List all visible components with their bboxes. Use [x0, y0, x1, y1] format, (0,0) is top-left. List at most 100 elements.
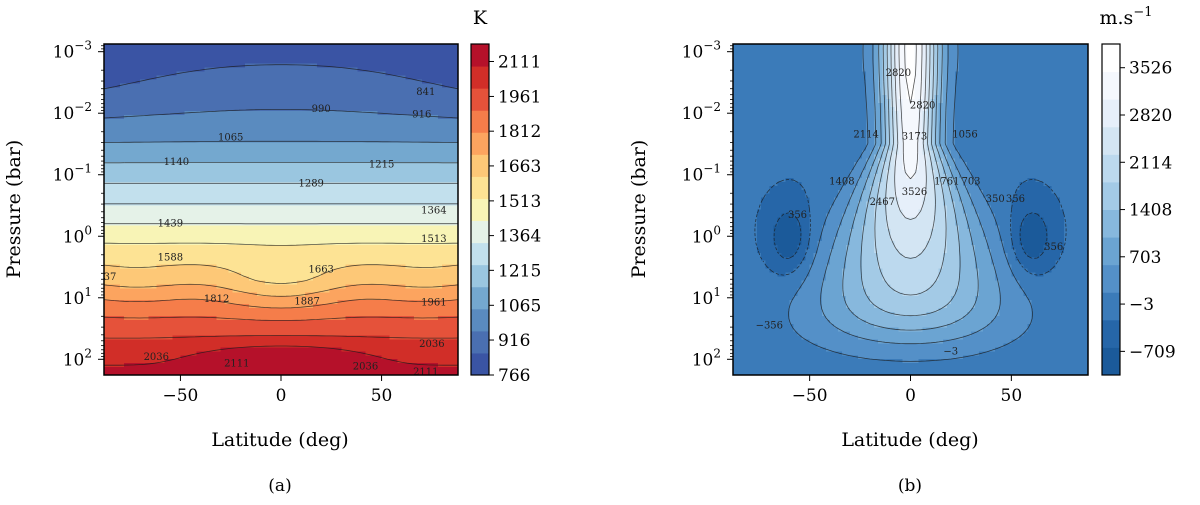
field-cell	[172, 52, 177, 57]
field-cell	[370, 60, 375, 65]
field-cell	[160, 190, 165, 195]
field-cell	[249, 233, 254, 238]
field-cell	[245, 146, 250, 151]
field-cell	[180, 87, 185, 92]
field-cell	[349, 182, 354, 187]
field-cell	[321, 225, 326, 230]
field-cell	[317, 190, 322, 195]
field-cell	[337, 76, 342, 81]
field-cell	[341, 229, 346, 234]
field-cell	[406, 158, 411, 163]
field-cell	[120, 76, 125, 81]
field-cell	[188, 146, 193, 151]
field-cell	[361, 64, 366, 69]
field-cell	[237, 83, 242, 88]
field-cell	[337, 115, 342, 120]
field-cell	[273, 198, 278, 203]
field-cell	[225, 190, 230, 195]
field-cell	[124, 233, 129, 238]
field-cell	[434, 253, 439, 258]
field-cell	[273, 103, 278, 108]
field-cell	[386, 206, 391, 211]
field-cell	[394, 119, 399, 124]
field-cell	[434, 170, 439, 175]
field-cell	[426, 186, 431, 191]
field-cell	[329, 135, 334, 140]
field-cell	[112, 111, 117, 116]
field-cell	[261, 150, 266, 155]
field-cell	[265, 52, 270, 57]
field-cell	[229, 72, 234, 77]
field-cell	[269, 265, 274, 270]
field-cell	[184, 79, 189, 84]
field-cell	[124, 123, 129, 128]
field-cell	[293, 131, 298, 136]
field-cell	[361, 123, 366, 128]
field-cell	[446, 190, 451, 195]
field-cell	[361, 139, 366, 144]
field-cell	[128, 76, 133, 81]
field-cell	[221, 178, 226, 183]
field-cell	[418, 257, 423, 262]
field-cell	[398, 210, 403, 215]
field-cell	[152, 123, 157, 128]
field-cell	[450, 99, 455, 104]
field-cell	[180, 107, 185, 112]
field-cell	[386, 146, 391, 151]
field-cell	[353, 206, 358, 211]
field-cell	[402, 107, 407, 112]
field-cell	[237, 76, 242, 81]
field-cell	[378, 253, 383, 258]
field-cell	[337, 237, 342, 242]
field-cell	[430, 158, 435, 163]
field-cell	[152, 229, 157, 234]
field-cell	[410, 135, 415, 140]
field-cell	[353, 56, 358, 61]
field-cell	[209, 119, 214, 124]
field-cell	[233, 119, 238, 124]
field-cell	[450, 68, 455, 73]
field-cell	[168, 127, 173, 132]
field-cell	[229, 146, 234, 151]
field-cell	[164, 245, 169, 250]
field-cell	[370, 245, 375, 250]
field-cell	[164, 119, 169, 124]
field-cell	[168, 237, 173, 242]
field-cell	[313, 253, 318, 258]
field-cell	[160, 194, 165, 199]
field-cell	[156, 170, 161, 175]
field-cell	[357, 174, 362, 179]
field-cell	[365, 229, 370, 234]
field-cell	[414, 186, 419, 191]
field-cell	[116, 48, 121, 53]
field-cell	[217, 229, 222, 234]
field-cell	[406, 91, 411, 96]
field-cell	[321, 194, 326, 199]
field-cell	[176, 150, 181, 155]
field-cell	[309, 79, 314, 84]
field-cell	[434, 119, 439, 124]
field-cell	[325, 91, 330, 96]
field-cell	[442, 158, 447, 163]
field-cell	[116, 217, 121, 222]
field-cell	[281, 253, 286, 258]
field-cell	[269, 225, 274, 230]
field-cell	[144, 253, 149, 258]
field-cell	[442, 123, 447, 128]
field-cell	[193, 210, 198, 215]
field-cell	[253, 72, 258, 77]
field-cell	[281, 139, 286, 144]
field-cell	[156, 72, 161, 77]
field-cell	[241, 186, 246, 191]
field-cell	[422, 257, 427, 262]
field-cell	[398, 233, 403, 238]
field-cell	[450, 76, 455, 81]
field-cell	[116, 210, 121, 215]
field-cell	[374, 131, 379, 136]
field-cell	[390, 225, 395, 230]
field-cell	[120, 79, 125, 84]
field-cell	[164, 99, 169, 104]
field-cell	[313, 135, 318, 140]
field-cell	[394, 217, 399, 222]
field-cell	[410, 261, 415, 266]
